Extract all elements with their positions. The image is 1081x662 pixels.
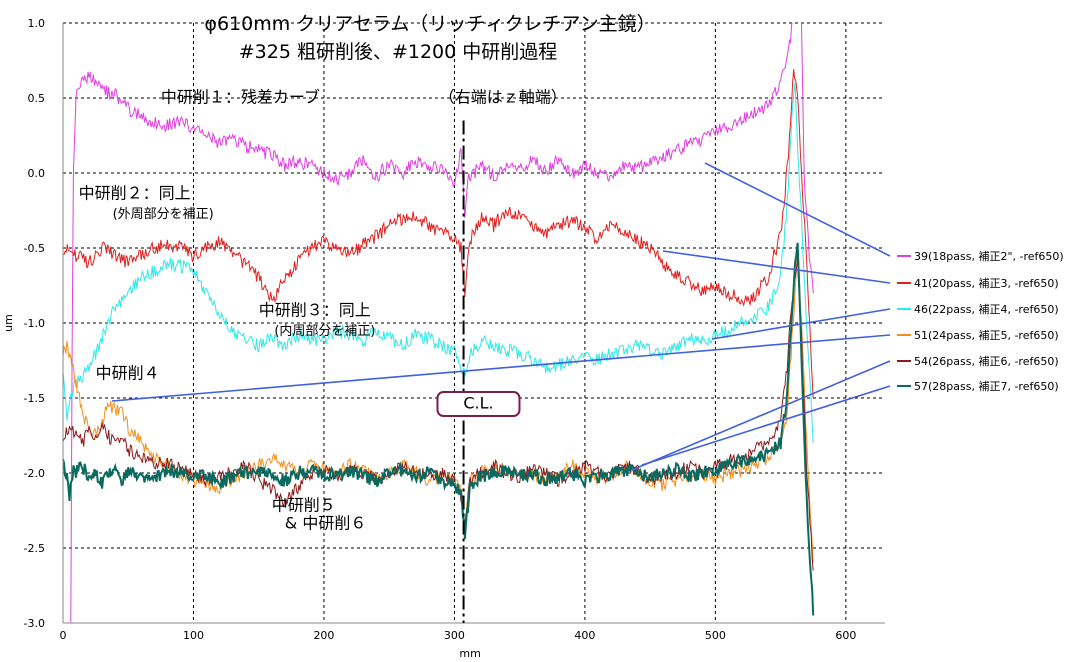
x-axis-label: mm — [459, 647, 480, 660]
legend-label: 39(18pass, 補正2", -ref650) — [914, 250, 1064, 263]
annotation-text: 中研削２：同上 — [79, 184, 191, 203]
y-axis-label: um — [2, 314, 15, 332]
y-tick-label: -2.0 — [24, 467, 45, 480]
legend-leader-line — [111, 334, 891, 402]
series-line — [70, 23, 814, 623]
x-tick-label: 400 — [574, 629, 595, 642]
annotation-text: (内周部分を補正) — [274, 323, 375, 339]
center-line-box — [436, 391, 521, 417]
legend-label: 51(24pass, 補正5, -ref650) — [914, 329, 1059, 342]
legend-label: 41(20pass, 補正3, -ref650) — [914, 277, 1059, 290]
y-tick-label: 0.0 — [28, 167, 46, 180]
y-tick-label: -0.5 — [24, 242, 45, 255]
annotation-text: （右端はｚ軸端） — [439, 88, 567, 107]
axes: 0 100 200 300 400 500 600 1.0 0.5 0.0 -0.5 -1.0 -1.5… — [2, 17, 885, 660]
series-line — [63, 69, 814, 399]
annotation-text: 中研削４ — [96, 364, 160, 383]
legend-label: 57(28pass, 補正7, -ref650) — [914, 380, 1059, 393]
legend-label: 46(22pass, 補正4, -ref650) — [914, 303, 1059, 316]
y-tick-label: 1.0 — [28, 17, 46, 30]
x-tick-label: 300 — [444, 629, 465, 642]
annotation-text: (外周部分を補正) — [113, 207, 214, 222]
legend-label: 54(26pass, 補正6, -ref650) — [914, 355, 1059, 368]
x-tick-label: 600 — [835, 629, 856, 642]
series-line — [63, 82, 814, 444]
legend-leader-line — [711, 308, 891, 340]
chart-title: φ610mm クリアセラム（リッチィクレチアン主鏡） — [204, 13, 655, 35]
series-line — [63, 242, 815, 616]
annotation-text: 中研削１：残差カーブ — [161, 88, 320, 107]
y-tick-label: -3.0 — [24, 617, 45, 630]
annotation-text: 中研削５ — [272, 496, 336, 515]
center-line-label: C.L. — [463, 394, 493, 413]
x-tick-label: 200 — [313, 629, 334, 642]
annotation-text: 中研削３：同上 — [259, 301, 371, 320]
legend-leader-line — [641, 385, 891, 466]
annotation-text: & 中研削６ — [285, 514, 367, 533]
legend: 39(18pass, 補正2", -ref650) 41(20pass, 補正3,… — [111, 162, 1064, 471]
legend-leader-line — [662, 250, 891, 284]
y-tick-label: -2.5 — [24, 542, 45, 555]
legend-leader-line — [631, 360, 891, 471]
y-tick-label: 0.5 — [28, 92, 46, 105]
y-tick-label: -1.5 — [24, 392, 45, 405]
x-tick-label: 500 — [705, 629, 726, 642]
legend-leader-line — [704, 162, 891, 257]
series-lines — [63, 23, 815, 623]
chart-subtitle: #325 粗研削後、#1200 中研削過程 — [239, 41, 558, 63]
x-tick-label: 0 — [60, 629, 67, 642]
x-tick-label: 100 — [183, 629, 204, 642]
y-tick-label: -1.0 — [24, 317, 45, 330]
